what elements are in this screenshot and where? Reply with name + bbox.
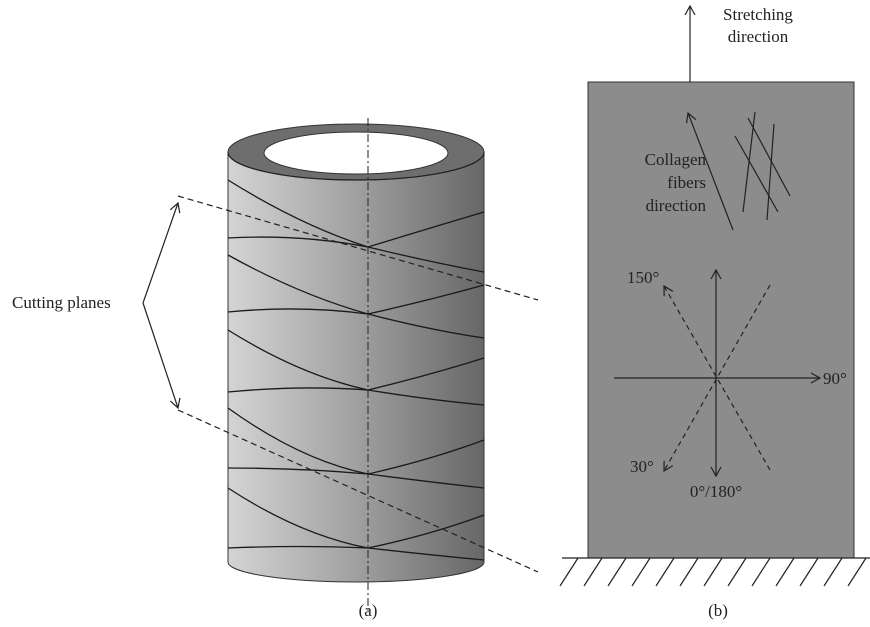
- collagen-label: Collagen: [645, 150, 707, 169]
- cutting-label: Cutting planes: [12, 293, 111, 312]
- angle-label: 0°/180°: [690, 482, 742, 501]
- caption: (a): [359, 601, 378, 620]
- bracket-arrow: [143, 203, 178, 303]
- angle-label: 150°: [627, 268, 659, 287]
- angle-label: 90°: [823, 369, 847, 388]
- collagen-label: direction: [646, 196, 707, 215]
- stretch-label: direction: [728, 27, 789, 46]
- ground: [560, 558, 870, 586]
- collagen-label: fibers: [667, 173, 706, 192]
- stretch-label: Stretching: [723, 5, 793, 24]
- angle-label: 30°: [630, 457, 654, 476]
- bracket-arrow: [143, 303, 178, 408]
- cylinder: [228, 124, 484, 582]
- caption: (b): [708, 601, 728, 620]
- diagram: Cutting planes (a) Stretching direction …: [0, 0, 870, 627]
